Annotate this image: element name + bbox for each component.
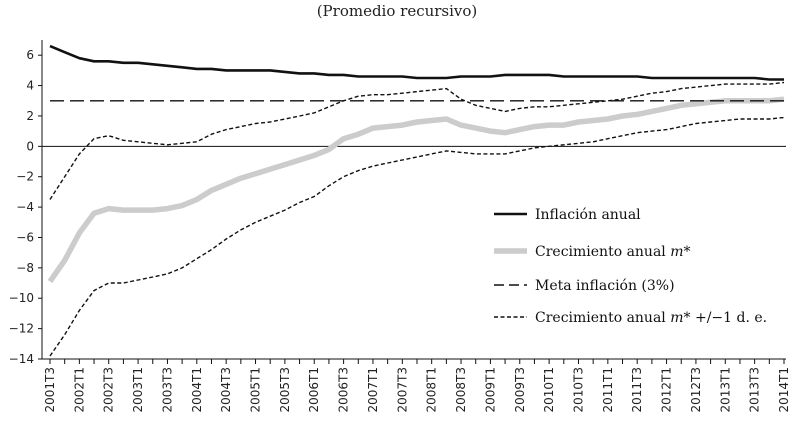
x-tick-label: 2012T1 [660,367,674,413]
x-tick-label: 2012T3 [689,367,703,413]
chart-subtitle: (Promedio recursivo) [317,2,478,20]
x-tick-label: 2004T3 [219,367,233,413]
x-tick-label: 2004T1 [190,367,204,413]
y-tick-label: −6 [16,230,34,244]
x-tick-label: 2005T1 [249,367,263,413]
series-line-1 [47,96,785,284]
x-tick-label: 2003T1 [131,367,145,413]
legend-label-3: Crecimiento anual m* +/−1 d. e. [535,310,767,326]
y-tick-label: −8 [16,261,34,275]
x-tick-label: 2007T1 [366,367,380,413]
x-tick-label: 2002T3 [102,367,116,413]
x-tick-label: 2003T3 [160,367,174,413]
x-tick-label: 2006T3 [337,367,351,413]
y-tick-label: −2 [16,170,34,184]
legend-label-2: Meta inflación (3%) [535,278,675,294]
y-axis: 6 4 2 0 −2 −4 −6 −8 −10 −12 −14 [9,48,42,366]
y-tick-label: −4 [16,200,34,214]
x-tick-label: 2009T1 [483,367,497,413]
plot-lines [47,44,785,357]
x-tick-label: 2007T3 [395,367,409,413]
y-tick-label: 6 [26,48,34,62]
x-tick-label: 2013T1 [718,367,732,413]
x-tick-label: 2002T1 [72,367,86,413]
series-line-0 [49,44,784,81]
legend-label-1: Crecimiento anual m* [535,244,691,260]
x-tick-label: 2013T3 [748,367,762,413]
y-tick-label: 4 [26,79,34,93]
y-tick-label: 2 [26,109,34,123]
legend-label-0: Inflación anual [535,207,641,223]
y-tick-label: −14 [9,352,34,366]
x-tick-label: 2010T1 [542,367,556,413]
x-tick-label: 2001T3 [43,367,57,413]
y-tick-label: −12 [9,322,34,336]
x-tick-label: 2014T1 [777,367,791,413]
x-tick-label: 2008T3 [454,367,468,413]
x-tick-label: 2006T1 [307,367,321,413]
x-tick-label: 2009T3 [513,367,527,413]
x-tick-label: 2005T3 [278,367,292,413]
y-tick-label: 0 [26,139,34,153]
x-tick-label: 2010T3 [571,367,585,413]
axes [41,40,786,360]
x-tick-label: 2008T1 [425,367,439,413]
x-tick-label: 2011T3 [630,367,644,413]
y-tick-label: −10 [9,291,34,305]
x-tick-label: 2011T1 [601,367,615,413]
x-axis: 2001T3 2002T1 2002T3 2003T1 2003T3 2004T1 2004… [43,359,791,413]
legend: Inflación anual Crecimiento anual m* Meta … [494,207,767,326]
series-line-3 [49,81,785,200]
